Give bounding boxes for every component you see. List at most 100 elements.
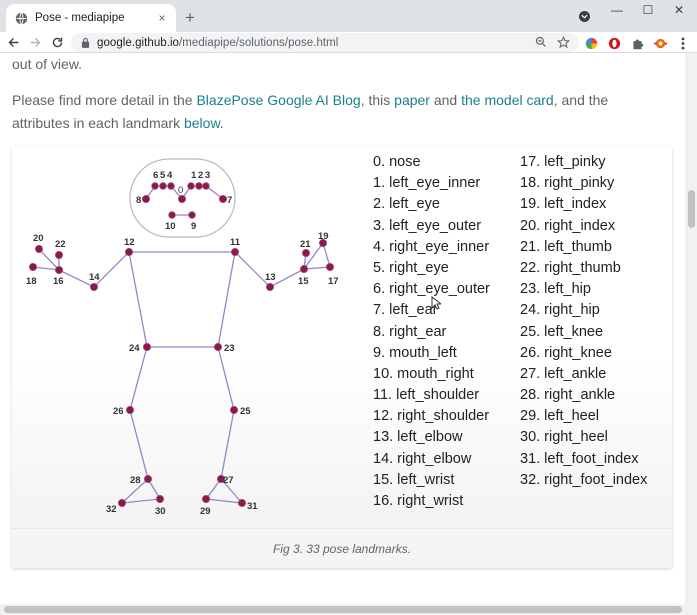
landmark-item: 16. right_wrist — [373, 493, 464, 509]
landmark-item: 20. right_index — [520, 217, 616, 234]
minimize-button[interactable]: — — [611, 3, 623, 17]
detail-text: and — [429, 92, 462, 108]
svg-text:28: 28 — [130, 475, 141, 486]
svg-text:13: 13 — [265, 272, 276, 283]
figure-caption: Fig 3. 33 pose landmarks. — [12, 528, 672, 568]
landmark-list-left: 0. nose 1. left_eye_inner 2. left_eye 3.… — [373, 152, 490, 512]
landmark-item: 29. left_heel — [520, 408, 600, 425]
detail-text: attributes in each landmark — [12, 115, 184, 131]
svg-text:3: 3 — [205, 170, 210, 181]
landmark-item: 21. left_thumb — [520, 238, 612, 255]
landmark-item: 28. right_ankle — [520, 387, 616, 404]
detail-text: , and the — [553, 92, 609, 108]
landmark-item: 23. left_hip — [520, 281, 591, 298]
globe-icon — [14, 11, 28, 25]
landmark-item: 0. nose — [373, 154, 421, 170]
model-card-link[interactable]: the model card — [461, 92, 554, 108]
zoom-icon[interactable] — [533, 34, 549, 50]
svg-text:22: 22 — [55, 239, 66, 250]
landmark-item: 22. right_thumb — [520, 259, 621, 276]
landmark-item: 31. left_foot_index — [520, 450, 639, 467]
landmark-item: 27. left_ankle — [520, 365, 607, 382]
url-text: google.github.io/mediapipe/solutions/pos… — [97, 37, 338, 49]
svg-text:12: 12 — [124, 237, 135, 248]
reload-icon[interactable] — [48, 34, 66, 51]
svg-text:25: 25 — [240, 406, 251, 417]
svg-text:18: 18 — [26, 276, 37, 287]
landmark-item: 8. right_ear — [373, 323, 447, 340]
address-bar[interactable]: google.github.io/mediapipe/solutions/pos… — [71, 33, 579, 52]
lock-icon[interactable] — [80, 37, 90, 49]
below-link[interactable]: below — [183, 115, 220, 131]
svg-text:6: 6 — [153, 170, 158, 181]
bookmark-star-icon[interactable] — [555, 34, 571, 50]
skeleton-joints — [28, 182, 334, 507]
color-extension-icon[interactable] — [582, 34, 600, 52]
blazepose-blog-link[interactable]: BlazePose Google AI Blog — [196, 92, 361, 108]
profile-extension-icon[interactable] — [651, 34, 669, 52]
svg-text:31: 31 — [247, 501, 258, 512]
svg-text:26: 26 — [113, 406, 124, 417]
landmark-item: 17. left_pinky — [520, 154, 606, 170]
browser-tab[interactable]: Pose - mediapipe × — [6, 4, 176, 32]
new-tab-button[interactable]: + — [185, 7, 195, 27]
vertical-scrollbar[interactable] — [685, 53, 697, 604]
svg-text:24: 24 — [129, 343, 140, 354]
close-tab-icon[interactable]: × — [158, 11, 166, 25]
detail-paragraph-line1: Please find more detail in the BlazePose… — [12, 89, 608, 111]
browser-toolbar: google.github.io/mediapipe/solutions/pos… — [0, 32, 697, 53]
landmark-list-right: 17. left_pinky 18. right_pinky 19. left_… — [520, 152, 647, 491]
opera-extension-icon[interactable] — [605, 34, 623, 52]
landmark-item: 10. mouth_right — [373, 365, 474, 382]
forward-arrow-icon[interactable] — [26, 34, 44, 51]
svg-text:15: 15 — [298, 276, 309, 287]
horizontal-scroll-thumb[interactable] — [4, 606, 682, 613]
back-arrow-icon[interactable] — [4, 34, 22, 51]
landmark-item: 26. right_knee — [520, 344, 612, 361]
svg-text:19: 19 — [318, 231, 329, 242]
mouse-cursor-icon — [431, 295, 443, 315]
svg-text:27: 27 — [223, 475, 234, 486]
svg-text:23: 23 — [224, 343, 235, 354]
svg-text:11: 11 — [230, 237, 241, 248]
paper-link[interactable]: paper — [394, 92, 430, 108]
svg-text:7: 7 — [227, 195, 232, 206]
tab-search-icon[interactable] — [579, 11, 590, 22]
landmark-item: 7. left_ear — [373, 302, 438, 319]
landmark-item: 13. left_elbow — [373, 429, 463, 446]
vertical-scroll-thumb[interactable] — [688, 190, 695, 228]
landmark-item: 18. right_pinky — [520, 175, 615, 192]
svg-text:21: 21 — [300, 239, 311, 250]
landmark-item: 32. right_foot_index — [520, 471, 648, 488]
tab-strip: Pose - mediapipe × + — ☐ ✕ — [0, 0, 697, 32]
svg-text:1: 1 — [191, 170, 197, 181]
landmark-item: 6. right_eye_outer — [373, 281, 490, 298]
svg-text:32: 32 — [106, 504, 117, 515]
landmark-item: 9. mouth_left — [373, 344, 457, 361]
svg-text:9: 9 — [191, 221, 196, 232]
maximize-button[interactable]: ☐ — [642, 3, 654, 17]
svg-text:14: 14 — [89, 272, 100, 283]
url-host: google.github.io — [97, 36, 180, 49]
chrome-menu-icon[interactable] — [674, 34, 692, 52]
svg-text:8: 8 — [136, 195, 141, 206]
svg-text:30: 30 — [155, 506, 166, 517]
svg-text:16: 16 — [53, 276, 64, 287]
close-window-button[interactable]: ✕ — [673, 3, 685, 17]
svg-text:5: 5 — [160, 170, 166, 181]
detail-paragraph-line2: attributes in each landmark below. — [12, 112, 224, 134]
svg-text:10: 10 — [165, 221, 176, 232]
landmark-item: 25. left_knee — [520, 323, 604, 340]
svg-text:29: 29 — [200, 506, 211, 517]
svg-text:17: 17 — [328, 276, 339, 287]
landmark-item: 30. right_heel — [520, 429, 608, 446]
landmark-item: 11. left_shoulder — [373, 387, 480, 404]
landmark-item: 3. left_eye_outer — [373, 217, 482, 234]
extensions-puzzle-icon[interactable] — [628, 34, 646, 52]
landmark-item: 2. left_eye — [373, 196, 440, 213]
landmark-item: 15. left_wrist — [373, 471, 455, 488]
detail-text: Please find more detail in the — [12, 92, 197, 108]
tab-title: Pose - mediapipe — [35, 12, 125, 24]
